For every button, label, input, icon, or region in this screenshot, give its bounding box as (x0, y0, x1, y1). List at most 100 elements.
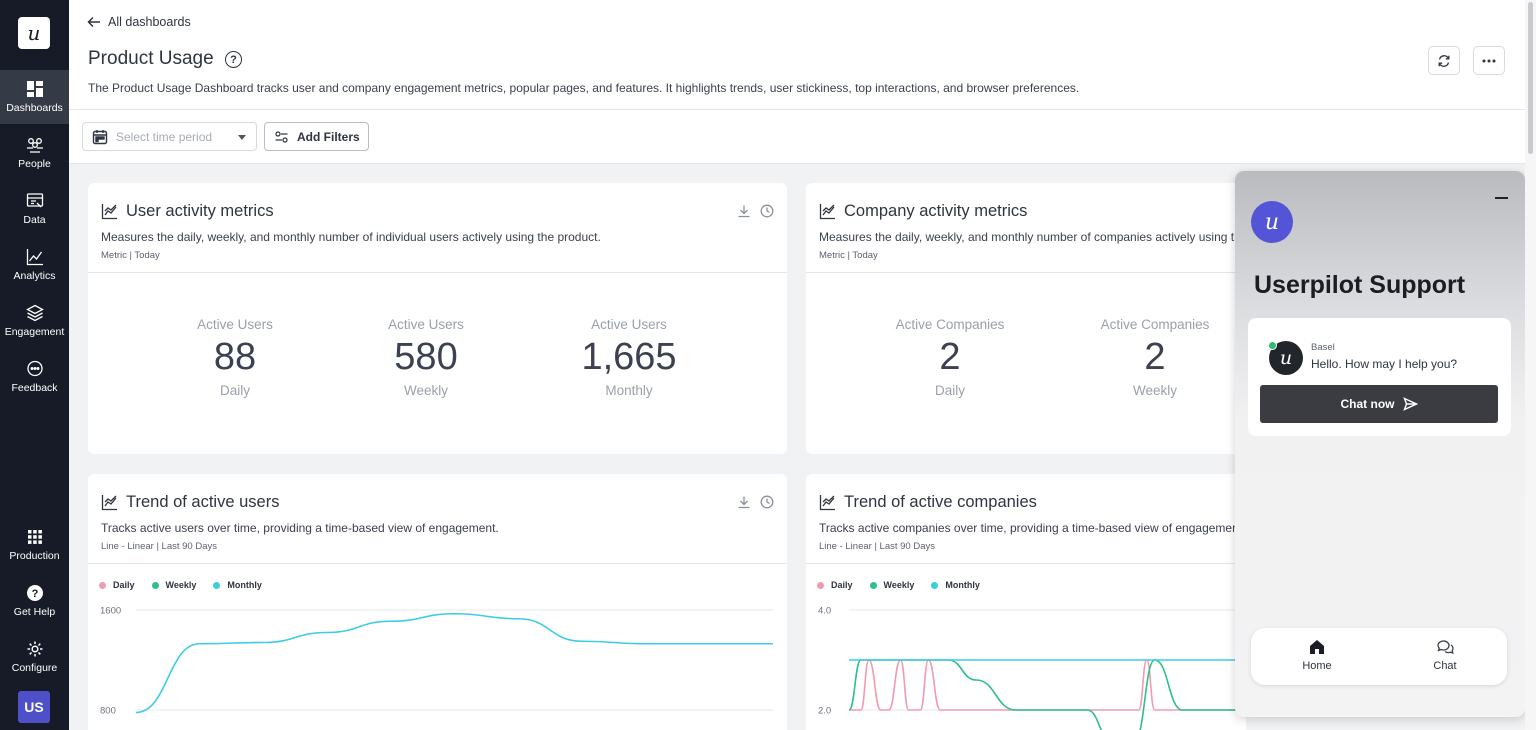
card-divider (88, 272, 787, 273)
agent-message: Hello. How may I help you? (1311, 357, 1458, 371)
agent-name: Basel (1311, 342, 1335, 353)
card-meta: Metric | Today (101, 250, 160, 261)
sidebar-item-production[interactable]: Production (0, 518, 69, 572)
sidebar-item-label: Get Help (13, 606, 56, 618)
chart-legend: Daily Weekly Monthly (817, 580, 980, 590)
download-icon[interactable] (737, 495, 751, 509)
series-line-monthly[interactable] (135, 612, 773, 714)
sidebar-item-label: Analytics (13, 270, 56, 282)
minimize-icon[interactable] (1495, 197, 1508, 199)
data-icon (26, 193, 43, 208)
metric-monthly-users: Active Users 1,665 Monthly (534, 317, 724, 398)
home-icon (1310, 640, 1324, 654)
user-activity-card: User activity metrics Measures the daily… (88, 183, 787, 454)
user-avatar[interactable]: US (18, 691, 50, 723)
metric-daily-companies: Active Companies 2 Daily (855, 317, 1045, 398)
sidebar-item-label: Feedback (11, 382, 58, 394)
series-line-weekly[interactable] (848, 659, 1246, 730)
dashboard-icon (26, 81, 43, 97)
download-icon[interactable] (737, 204, 751, 218)
time-period-placeholder: Select time period (116, 129, 213, 144)
legend-item-weekly[interactable]: Weekly (869, 580, 914, 590)
y-tick-label: 2.0 (818, 706, 831, 717)
legend-label: Monthly (227, 580, 262, 590)
card-description: Tracks active users over time, providing… (101, 521, 499, 535)
card-title: Company activity metrics (819, 202, 1027, 221)
page-description: The Product Usage Dashboard tracks user … (88, 81, 1080, 95)
send-icon (1402, 397, 1418, 411)
chart-line-icon (819, 495, 835, 511)
sidebar-item-engagement[interactable]: Engagement (0, 294, 69, 348)
card-title: Trend of active companies (819, 493, 1037, 512)
metric-value: 2 (939, 336, 961, 378)
clock-icon[interactable] (760, 204, 774, 218)
tab-label: Chat (1433, 660, 1457, 672)
trend-companies-chart: 4.0 2.0 (818, 606, 1246, 730)
support-widget: u Userpilot Support u Basel Hello. How m… (1235, 171, 1525, 717)
legend-item-weekly[interactable]: Weekly (151, 580, 197, 590)
card-meta: Line - Linear | Last 90 Days (101, 541, 218, 552)
scrollbar-thumb[interactable] (1528, 2, 1533, 154)
sidebar-item-data[interactable]: Data (0, 182, 69, 236)
support-title: Userpilot Support (1254, 271, 1466, 299)
card-actions (737, 495, 774, 509)
clock-icon[interactable] (760, 495, 774, 509)
sidebar-item-label: Configure (11, 662, 58, 674)
add-filters-button[interactable]: Add Filters (264, 122, 369, 151)
metric-label: Active Users (197, 317, 273, 332)
page-scrollbar[interactable] (1525, 0, 1536, 730)
support-logo: u (1251, 201, 1293, 243)
agent-avatar-letter: u (1279, 347, 1293, 369)
metric-value: 2 (1144, 336, 1166, 378)
sidebar-item-label: Data (23, 214, 46, 226)
metric-period: Weekly (1132, 383, 1177, 398)
legend-item-daily[interactable]: Daily (817, 580, 853, 590)
series-line-daily[interactable] (848, 659, 1246, 711)
chat-now-button[interactable]: Chat now (1260, 385, 1498, 423)
back-link-label: All dashboards (108, 15, 191, 29)
sidebar-item-get-help[interactable]: ? Get Help (0, 574, 69, 628)
agent-avatar: u (1268, 341, 1303, 375)
sidebar-item-dashboards[interactable]: Dashboards (0, 70, 69, 124)
legend-item-monthly[interactable]: Monthly (213, 580, 262, 590)
card-title: User activity metrics (101, 202, 274, 221)
card-description: Tracks active companies over time, provi… (819, 521, 1246, 535)
tab-chat[interactable]: Chat (1405, 638, 1485, 672)
sidebar-item-configure[interactable]: Configure (0, 630, 69, 684)
metric-period: Weekly (403, 383, 448, 398)
metric-value: 580 (394, 336, 458, 378)
y-tick-label: 4.0 (818, 606, 831, 617)
card-divider (806, 563, 1246, 564)
legend-item-monthly[interactable]: Monthly (931, 580, 980, 590)
chevron-down-icon (238, 135, 246, 140)
sidebar-item-analytics[interactable]: Analytics (0, 238, 69, 292)
metric-period: Monthly (605, 383, 653, 398)
metric-daily-users: Active Users 88 Daily (140, 317, 330, 398)
company-activity-card: Company activity metrics Measures the da… (806, 183, 1246, 454)
refresh-button[interactable] (1428, 46, 1460, 75)
sidebar-item-feedback[interactable]: Feedback (0, 350, 69, 404)
trend-users-card: Trend of active users Tracks active user… (88, 474, 787, 730)
card-meta: Line - Linear | Last 90 Days (819, 541, 936, 552)
sidebar: u Dashboards People Data Analytics Engag… (0, 0, 69, 730)
tab-home[interactable]: Home (1277, 638, 1357, 672)
arrow-left-icon (87, 16, 100, 28)
feedback-icon (26, 360, 43, 377)
metric-value: 1,665 (581, 336, 677, 378)
legend-item-daily[interactable]: Daily (99, 580, 135, 590)
help-icon: ? (26, 585, 43, 601)
card-actions (737, 204, 774, 218)
more-options-button[interactable] (1473, 46, 1505, 75)
back-to-dashboards-link[interactable]: All dashboards (87, 15, 191, 29)
refresh-icon (1438, 54, 1450, 67)
filter-sliders-icon (275, 130, 288, 143)
time-period-select[interactable]: Select time period (82, 122, 257, 151)
legend-label: Monthly (945, 580, 980, 590)
svg-text:?: ? (31, 588, 38, 600)
sidebar-item-people[interactable]: People (0, 126, 69, 180)
question-icon[interactable]: ? (225, 51, 242, 68)
legend-label: Daily (831, 580, 853, 590)
app-logo[interactable]: u (18, 17, 50, 49)
legend-label: Weekly (165, 580, 197, 590)
chat-bubbles-icon (1437, 640, 1454, 655)
